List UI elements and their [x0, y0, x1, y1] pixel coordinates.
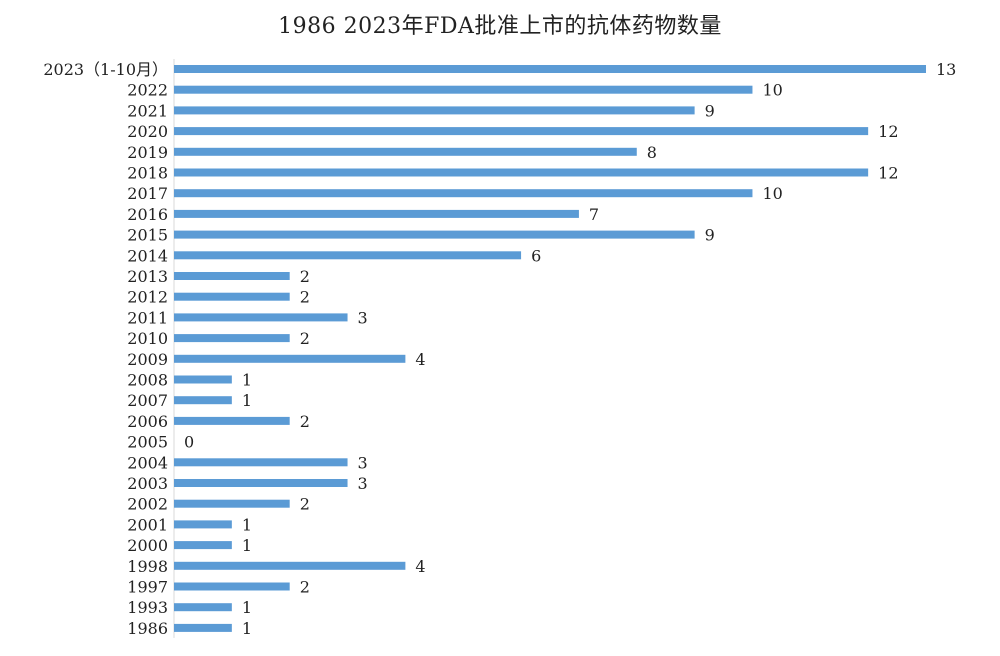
- bar-data-label: 7: [589, 205, 599, 224]
- bar: [174, 230, 695, 239]
- bar-data-label: 12: [878, 164, 898, 183]
- category-tick-label: 2005: [127, 433, 168, 452]
- category-tick-label: 2023（1-10月）: [43, 60, 168, 79]
- category-tick-label: 1997: [127, 578, 168, 597]
- bar-data-label: 2: [300, 495, 310, 514]
- category-tick-label: 2004: [127, 453, 168, 472]
- bar-data-label: 2: [300, 288, 310, 307]
- bar-data-label: 3: [358, 453, 368, 472]
- bar-data-label: 9: [705, 226, 715, 245]
- bar-data-label: 4: [415, 350, 425, 369]
- bar: [174, 561, 406, 570]
- category-tick-label: 2002: [127, 495, 168, 514]
- bar-data-label: 2: [300, 578, 310, 597]
- category-tick-label: 2003: [127, 474, 168, 493]
- bar: [174, 106, 695, 115]
- chart-title: 1986 2023年FDA批准上市的抗体药物数量: [278, 14, 722, 39]
- bar: [174, 251, 522, 260]
- bar: [174, 541, 232, 550]
- bar-data-label: 1: [242, 391, 252, 410]
- bar-data-label: 9: [705, 101, 715, 120]
- bar: [174, 354, 406, 363]
- bar: [174, 458, 348, 467]
- category-tick-label: 2017: [127, 184, 168, 203]
- category-tick-label: 2010: [127, 329, 168, 348]
- category-tick-label: 2012: [127, 288, 168, 307]
- category-tick-label: 2000: [127, 536, 168, 555]
- bar: [174, 499, 290, 508]
- bar: [174, 416, 290, 425]
- category-tick-label: 2016: [127, 205, 168, 224]
- bar: [174, 65, 926, 73]
- bar-data-label: 10: [762, 184, 782, 203]
- bar: [174, 520, 232, 529]
- category-tick-label: 2020: [127, 122, 168, 141]
- bar-data-label: 2: [300, 412, 310, 431]
- bar: [174, 334, 290, 343]
- bar-data-label: 1: [242, 598, 252, 617]
- bar: [174, 375, 232, 384]
- bar: [174, 396, 232, 405]
- category-tick-label: 1998: [127, 557, 168, 576]
- bar: [174, 623, 232, 632]
- bar: [174, 147, 637, 156]
- bar-data-label: 1: [242, 371, 252, 390]
- bar: [174, 209, 579, 218]
- category-tick-label: 2009: [127, 350, 168, 369]
- bar: [174, 313, 348, 322]
- category-tick-label: 2013: [127, 267, 168, 286]
- bar: [174, 292, 290, 301]
- bar-data-label: 8: [647, 143, 657, 162]
- category-tick-label: 2015: [127, 226, 168, 245]
- bar-data-label: 10: [762, 81, 782, 100]
- bar: [174, 272, 290, 280]
- bar-data-label: 0: [184, 433, 194, 452]
- bar-data-label: 3: [358, 474, 368, 493]
- bar-data-label: 3: [358, 308, 368, 327]
- category-tick-label: 2021: [127, 101, 168, 120]
- category-tick-label: 2006: [127, 412, 168, 431]
- bar-data-label: 1: [242, 536, 252, 555]
- bar: [174, 603, 232, 612]
- category-tick-label: 2007: [127, 391, 168, 410]
- bar-data-label: 6: [531, 246, 541, 265]
- category-tick-label: 2001: [127, 515, 168, 534]
- category-tick-label: 2014: [127, 246, 168, 265]
- category-tick-label: 2011: [127, 308, 168, 327]
- bar-data-label: 13: [936, 60, 956, 79]
- bar-data-label: 2: [300, 267, 310, 286]
- bar: [174, 479, 348, 487]
- category-tick-label: 2008: [127, 371, 168, 390]
- bar: [174, 85, 753, 94]
- bar-data-label: 12: [878, 122, 898, 141]
- bar-data-label: 1: [242, 515, 252, 534]
- category-tick-label: 2022: [127, 81, 168, 100]
- category-tick-label: 2019: [127, 143, 168, 162]
- bar-data-label: 4: [415, 557, 425, 576]
- category-tick-label: 2018: [127, 164, 168, 183]
- category-tick-label: 1993: [127, 598, 168, 617]
- category-tick-label: 1986: [127, 619, 168, 638]
- bar: [174, 168, 869, 177]
- bar: [174, 189, 753, 198]
- bar-data-label: 2: [300, 329, 310, 348]
- bar: [174, 582, 290, 591]
- bar: [174, 127, 869, 136]
- bar-data-label: 1: [242, 619, 252, 638]
